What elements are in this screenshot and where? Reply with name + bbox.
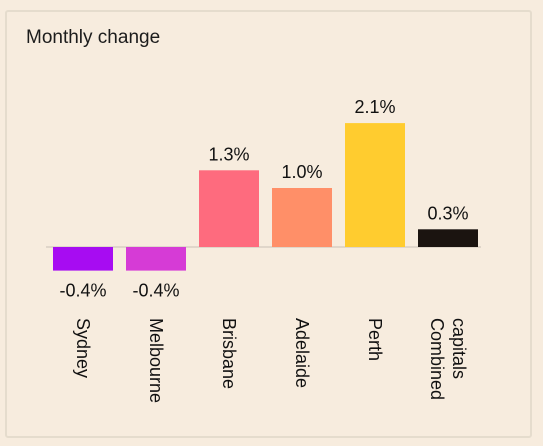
category-label: Brisbane <box>219 318 239 389</box>
category-label: Melbourne <box>146 318 166 403</box>
value-label: 1.0% <box>281 162 322 182</box>
chart-card <box>5 10 532 438</box>
bar-brisbane <box>199 170 259 247</box>
value-label: 2.1% <box>354 97 395 117</box>
category-label: Adelaide <box>292 318 312 388</box>
bar-combined-capitals <box>418 229 478 247</box>
bar-melbourne <box>126 247 186 271</box>
category-label: Perth <box>365 318 385 361</box>
bar-adelaide <box>272 188 332 247</box>
value-label: 1.3% <box>208 144 249 164</box>
category-label: capitals <box>449 318 469 379</box>
value-label: -0.4% <box>59 281 106 301</box>
category-label: Sydney <box>73 318 93 378</box>
value-label: -0.4% <box>132 281 179 301</box>
bar-perth <box>345 123 405 247</box>
category-label: Combined <box>427 318 447 400</box>
value-label: 0.3% <box>427 203 468 223</box>
chart-title: Monthly change <box>26 27 161 48</box>
bar-sydney <box>53 247 113 271</box>
